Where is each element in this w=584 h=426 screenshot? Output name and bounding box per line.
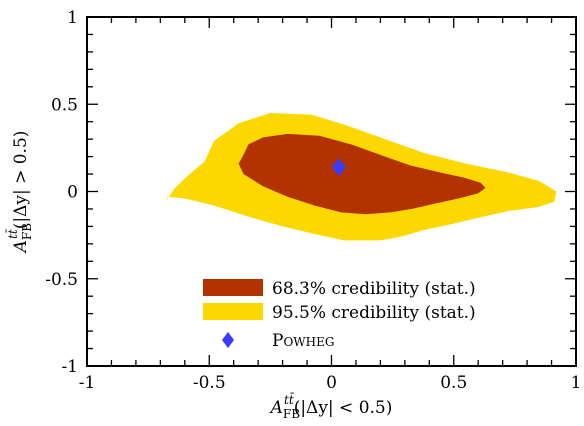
y-tick-label: 0 [67,183,78,203]
y-axis-label-sup: tt̄ [4,228,20,239]
x-axis-label-sup: tt̄ [284,391,295,407]
data-points [331,158,346,177]
legend-label-95: 95.5% credibility (stat.) [272,303,476,323]
y-axis-label: AFBtt̄(|Δy| > 0.5) [4,131,34,255]
y-tick-label: 1 [67,8,78,28]
y-axis-label-group: AFBtt̄(|Δy| > 0.5) [4,131,34,255]
legend-label-68: 68.3% credibility (stat.) [272,279,476,299]
legend-swatch-68 [203,279,263,296]
x-axis-label-main: A [269,398,283,418]
y-tick-label: 0.5 [51,95,78,115]
legend-marker-powheg [222,332,234,348]
legend-swatch-95 [203,303,263,320]
x-axis-label-rest: (|Δy| < 0.5) [294,398,393,418]
region-68-3-percent [238,133,486,215]
x-tick-label: -1 [79,373,96,393]
legend-label-powheg: Powheg [272,331,334,351]
legend: 68.3% credibility (stat.) 95.5% credibil… [203,279,476,351]
tick-labels: -1 -0.5 0 0.5 1 -1 -0.5 0 0.5 1 [45,8,581,393]
credibility-regions [165,113,557,241]
x-tick-label: 1 [571,373,582,393]
x-axis-label: AFBtt̄(|Δy| < 0.5) [269,391,393,421]
x-tick-label: -0.5 [193,373,226,393]
y-axis-label-main: A [11,240,31,254]
point-powheg-marker [331,158,346,177]
axis-ticks [86,16,577,367]
x-tick-label: 0.5 [440,373,467,393]
x-tick-label: 0 [326,373,337,393]
y-tick-label: -1 [61,357,78,377]
y-axis-label-sub: FB [20,223,34,240]
y-axis-label-rest: (|Δy| > 0.5) [11,131,31,230]
x-axis-label-sub: FB [283,407,300,421]
y-tick-label: -0.5 [45,270,78,290]
